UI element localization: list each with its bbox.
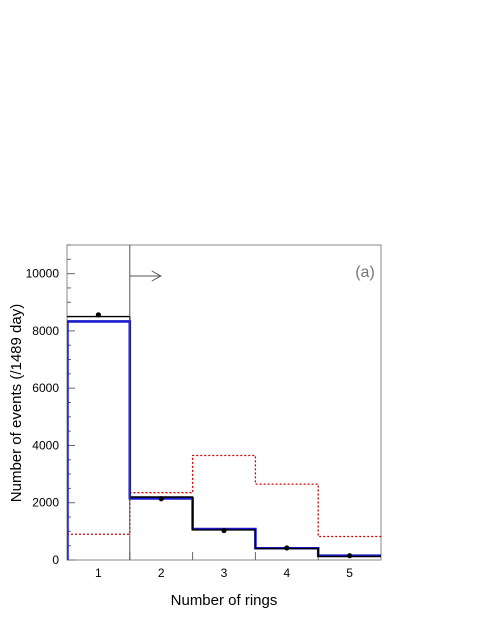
histograms bbox=[67, 315, 381, 560]
y-axis-title: Number of events (/1489 day) bbox=[8, 304, 25, 502]
y-tick-label: 10000 bbox=[26, 267, 60, 281]
x-tick-label: 1 bbox=[95, 566, 102, 580]
x-tick-label: 3 bbox=[221, 566, 228, 580]
cut-marker bbox=[129, 245, 162, 560]
x-tick-label: 4 bbox=[283, 566, 290, 580]
x-tick-label: 5 bbox=[346, 566, 353, 580]
data-points bbox=[95, 312, 353, 559]
cut-arrow-head bbox=[151, 270, 162, 282]
data-point bbox=[347, 553, 353, 559]
tick-labels: 1 2 3 4 5 0 2000 4000 6000 8000 10000 bbox=[26, 267, 354, 580]
plot-frame bbox=[66, 244, 382, 561]
histogram-blue-thick bbox=[67, 320, 381, 558]
y-tick-label: 4000 bbox=[32, 438, 59, 452]
data-point bbox=[158, 496, 164, 502]
y-tick-label: 2000 bbox=[32, 496, 59, 510]
panel-label: (a) bbox=[355, 264, 375, 281]
x-tick-label: 2 bbox=[158, 566, 165, 580]
y-tick-label: 8000 bbox=[32, 324, 59, 338]
histogram-black-solid bbox=[67, 315, 381, 558]
y-tick-label: 0 bbox=[52, 553, 59, 567]
data-point bbox=[95, 312, 101, 318]
y-tick-label: 6000 bbox=[32, 381, 59, 395]
data-point bbox=[221, 527, 227, 534]
histogram-red-dotted bbox=[67, 454, 381, 538]
x-axis-title: Number of rings bbox=[171, 592, 278, 609]
data-point bbox=[284, 545, 290, 551]
